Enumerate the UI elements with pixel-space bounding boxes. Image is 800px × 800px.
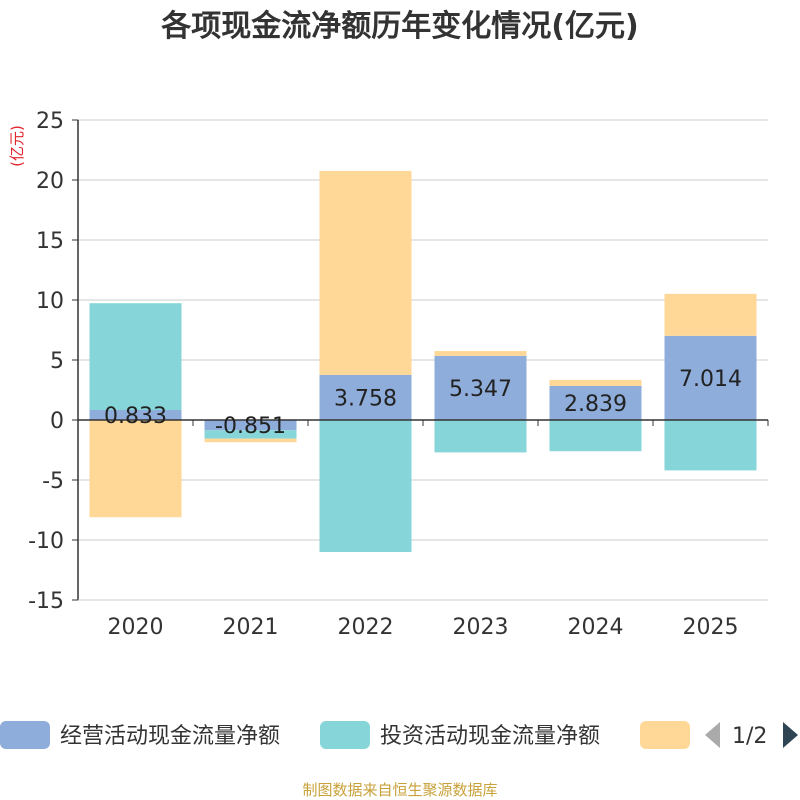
bar-筹资活动现金流量净额-2024 <box>549 379 642 386</box>
y-tick-label: 0 <box>50 409 64 434</box>
bars <box>89 170 757 552</box>
x-tick-label: 2020 <box>108 615 164 640</box>
chart-title: 各项现金流净额历年变化情况(亿元) <box>160 9 638 44</box>
data-label: -0.851 <box>215 414 286 439</box>
data-label: 0.833 <box>104 404 167 429</box>
y-axis-unit: (亿元) <box>8 125 26 167</box>
y-tick-label: 15 <box>36 229 64 254</box>
data-label: 2.839 <box>564 392 627 417</box>
x-tick-label: 2021 <box>223 615 279 640</box>
y-tick-label: 5 <box>50 349 64 374</box>
legend-label-1[interactable]: 经营活动现金流量净额 <box>60 724 280 749</box>
bar-投资活动现金流量净额-2020 <box>89 303 182 411</box>
legend-swatch-1[interactable] <box>0 721 50 749</box>
legend-next-page-icon[interactable] <box>783 722 798 748</box>
legend-swatch-3[interactable] <box>640 721 690 749</box>
bar-投资活动现金流量净额-2021 <box>204 430 297 439</box>
bar-筹资活动现金流量净额-2021 <box>204 438 297 443</box>
legend-label-2[interactable]: 投资活动现金流量净额 <box>380 724 600 749</box>
x-tick-label: 2024 <box>568 615 624 640</box>
bar-投资活动现金流量净额-2024 <box>549 420 642 452</box>
bar-经营活动现金流量净额-2023 <box>434 355 527 420</box>
y-tick-label: -10 <box>28 529 64 554</box>
bar-经营活动现金流量净额-2022 <box>319 374 412 420</box>
bar-筹资活动现金流量净额-2020 <box>89 420 182 518</box>
y-tick-label: 10 <box>36 289 64 314</box>
bar-经营活动现金流量净额-2024 <box>549 385 642 420</box>
data-label: 5.347 <box>449 377 512 402</box>
bar-筹资活动现金流量净额-2022 <box>319 170 412 375</box>
legend: 经营活动现金流量净额 投资活动现金流量净额 1/2 <box>0 721 798 749</box>
bar-投资活动现金流量净额-2025 <box>664 420 757 471</box>
data-labels: 0.833 -0.851 3.758 5.347 2.839 7.014 <box>104 367 742 439</box>
bar-经营活动现金流量净额-2021 <box>204 420 297 431</box>
y-tick-label: 20 <box>36 169 64 194</box>
x-tick-label: 2022 <box>338 615 394 640</box>
y-tick-label: -15 <box>28 589 64 614</box>
source-note: 制图数据来自恒生聚源数据库 <box>302 781 497 799</box>
x-tick-label: 2025 <box>683 615 739 640</box>
bar-投资活动现金流量净额-2022 <box>319 420 412 552</box>
data-label: 7.014 <box>679 367 742 392</box>
y-tick-label: 25 <box>36 109 64 134</box>
axes: 25 20 15 10 5 0 -5 -10 -15 2020 2021 2022 2023 2024 20… <box>28 109 769 640</box>
legend-swatch-2[interactable] <box>320 721 370 749</box>
data-label: 3.758 <box>334 386 397 411</box>
grid-lines <box>78 119 768 601</box>
bar-筹资活动现金流量净额-2023 <box>434 351 527 356</box>
bar-经营活动现金流量净额-2025 <box>664 335 757 420</box>
legend-page-indicator: 1/2 <box>732 724 767 749</box>
y-tick-label: -5 <box>42 469 64 494</box>
bar-投资活动现金流量净额-2023 <box>434 420 527 453</box>
legend-prev-page-icon[interactable] <box>705 722 720 748</box>
bar-筹资活动现金流量净额-2025 <box>664 293 757 336</box>
bar-经营活动现金流量净额-2020 <box>89 410 182 420</box>
x-tick-label: 2023 <box>453 615 509 640</box>
